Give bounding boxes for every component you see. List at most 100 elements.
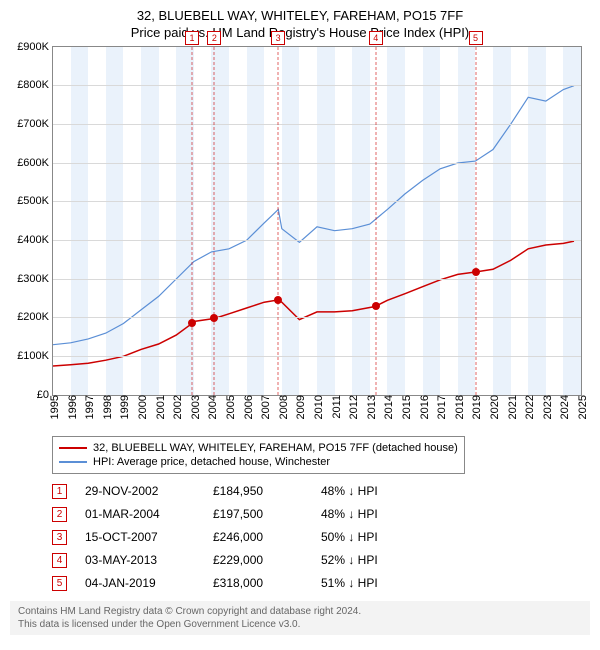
- gridline: [53, 124, 581, 125]
- event-date: 03-MAY-2013: [85, 553, 195, 567]
- event-date: 01-MAR-2004: [85, 507, 195, 521]
- x-axis-label: 2014: [383, 395, 395, 419]
- marker-dot: [210, 314, 218, 322]
- y-axis-label: £600K: [17, 157, 49, 169]
- x-axis-label: 2024: [559, 395, 571, 419]
- event-pct: 48% ↓ HPI: [321, 484, 421, 498]
- x-axis-label: 2005: [225, 395, 237, 419]
- event-number: 2: [52, 507, 67, 522]
- marker-line: [278, 47, 279, 395]
- y-axis-label: £900K: [17, 41, 49, 53]
- y-axis-label: £400K: [17, 234, 49, 246]
- marker-line: [475, 47, 476, 395]
- y-axis-label: £100K: [17, 350, 49, 362]
- event-date: 15-OCT-2007: [85, 530, 195, 544]
- legend-label: HPI: Average price, detached house, Winc…: [93, 456, 330, 468]
- event-pct: 48% ↓ HPI: [321, 507, 421, 521]
- event-row: 5 04-JAN-2019 £318,000 51% ↓ HPI: [52, 572, 590, 595]
- event-price: £184,950: [213, 484, 303, 498]
- event-row: 3 15-OCT-2007 £246,000 50% ↓ HPI: [52, 526, 590, 549]
- event-pct: 50% ↓ HPI: [321, 530, 421, 544]
- gridline: [53, 317, 581, 318]
- x-axis-label: 1997: [84, 395, 96, 419]
- events-table: 1 29-NOV-2002 £184,950 48% ↓ HPI 2 01-MAR-200…: [52, 480, 590, 595]
- event-price: £197,500: [213, 507, 303, 521]
- plot-area: £0£100K£200K£300K£400K£500K£600K£700K£80…: [52, 46, 582, 396]
- event-date: 29-NOV-2002: [85, 484, 195, 498]
- legend-row: 32, BLUEBELL WAY, WHITELEY, FAREHAM, PO1…: [59, 441, 458, 455]
- marker-box: 5: [469, 31, 483, 45]
- y-axis-label: £800K: [17, 79, 49, 91]
- event-row: 1 29-NOV-2002 £184,950 48% ↓ HPI: [52, 480, 590, 503]
- footer-line-1: Contains HM Land Registry data © Crown c…: [18, 605, 582, 618]
- event-number: 4: [52, 553, 67, 568]
- legend-swatch: [59, 461, 87, 463]
- x-axis-label: 1998: [102, 395, 114, 419]
- gridline: [53, 356, 581, 357]
- x-axis-label: 2025: [577, 395, 589, 419]
- event-number: 3: [52, 530, 67, 545]
- series-property_price: [53, 241, 574, 366]
- gridline: [53, 163, 581, 164]
- gridline: [53, 240, 581, 241]
- x-axis-label: 2019: [471, 395, 483, 419]
- x-axis-label: 1999: [119, 395, 131, 419]
- event-number: 1: [52, 484, 67, 499]
- x-axis-label: 2000: [137, 395, 149, 419]
- x-axis-label: 2013: [366, 395, 378, 419]
- title-line-1: 32, BLUEBELL WAY, WHITELEY, FAREHAM, PO1…: [10, 8, 590, 25]
- y-axis-label: £500K: [17, 195, 49, 207]
- x-axis-label: 2006: [243, 395, 255, 419]
- x-axis-label: 2010: [313, 395, 325, 419]
- x-axis-label: 2009: [295, 395, 307, 419]
- x-axis-label: 2002: [172, 395, 184, 419]
- x-axis-label: 2015: [401, 395, 413, 419]
- x-axis-label: 2001: [155, 395, 167, 419]
- event-row: 2 01-MAR-2004 £197,500 48% ↓ HPI: [52, 503, 590, 526]
- marker-line: [192, 47, 193, 395]
- gridline: [53, 85, 581, 86]
- event-date: 04-JAN-2019: [85, 576, 195, 590]
- footer-line-2: This data is licensed under the Open Gov…: [18, 618, 582, 631]
- x-axis-label: 2023: [542, 395, 554, 419]
- x-axis-label: 2011: [331, 395, 343, 419]
- x-axis-label: 2017: [436, 395, 448, 419]
- x-axis-label: 2018: [454, 395, 466, 419]
- legend-row: HPI: Average price, detached house, Winc…: [59, 455, 458, 469]
- chart-title: 32, BLUEBELL WAY, WHITELEY, FAREHAM, PO1…: [10, 8, 590, 42]
- gridline: [53, 201, 581, 202]
- legend: 32, BLUEBELL WAY, WHITELEY, FAREHAM, PO1…: [52, 436, 465, 474]
- title-line-2: Price paid vs. HM Land Registry's House …: [10, 25, 590, 42]
- event-pct: 52% ↓ HPI: [321, 553, 421, 567]
- event-price: £246,000: [213, 530, 303, 544]
- marker-line: [375, 47, 376, 395]
- marker-box: 2: [207, 31, 221, 45]
- event-price: £318,000: [213, 576, 303, 590]
- event-row: 4 03-MAY-2013 £229,000 52% ↓ HPI: [52, 549, 590, 572]
- x-axis-label: 2020: [489, 395, 501, 419]
- marker-dot: [274, 296, 282, 304]
- y-axis-label: £700K: [17, 118, 49, 130]
- x-axis-label: 2012: [348, 395, 360, 419]
- x-axis-label: 2021: [507, 395, 519, 419]
- line-layer: [53, 47, 581, 395]
- legend-label: 32, BLUEBELL WAY, WHITELEY, FAREHAM, PO1…: [93, 442, 458, 454]
- x-axis-label: 1995: [49, 395, 61, 419]
- event-price: £229,000: [213, 553, 303, 567]
- x-axis-label: 2016: [419, 395, 431, 419]
- event-number: 5: [52, 576, 67, 591]
- plot-wrap: £0£100K£200K£300K£400K£500K£600K£700K£80…: [52, 46, 582, 426]
- x-axis-label: 1996: [67, 395, 79, 419]
- gridline: [53, 279, 581, 280]
- marker-dot: [188, 319, 196, 327]
- marker-box: 4: [369, 31, 383, 45]
- marker-dot: [472, 268, 480, 276]
- x-axis-label: 2022: [524, 395, 536, 419]
- x-axis-label: 2004: [207, 395, 219, 419]
- y-axis-label: £300K: [17, 273, 49, 285]
- event-pct: 51% ↓ HPI: [321, 576, 421, 590]
- y-axis-label: £200K: [17, 311, 49, 323]
- y-axis-label: £0: [37, 389, 49, 401]
- marker-box: 3: [271, 31, 285, 45]
- x-axis-label: 2008: [278, 395, 290, 419]
